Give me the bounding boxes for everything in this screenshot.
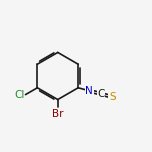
Text: N: N bbox=[85, 86, 93, 96]
Text: Cl: Cl bbox=[15, 90, 25, 100]
Text: C: C bbox=[98, 89, 105, 99]
Text: S: S bbox=[109, 92, 116, 102]
Text: Br: Br bbox=[52, 109, 64, 119]
